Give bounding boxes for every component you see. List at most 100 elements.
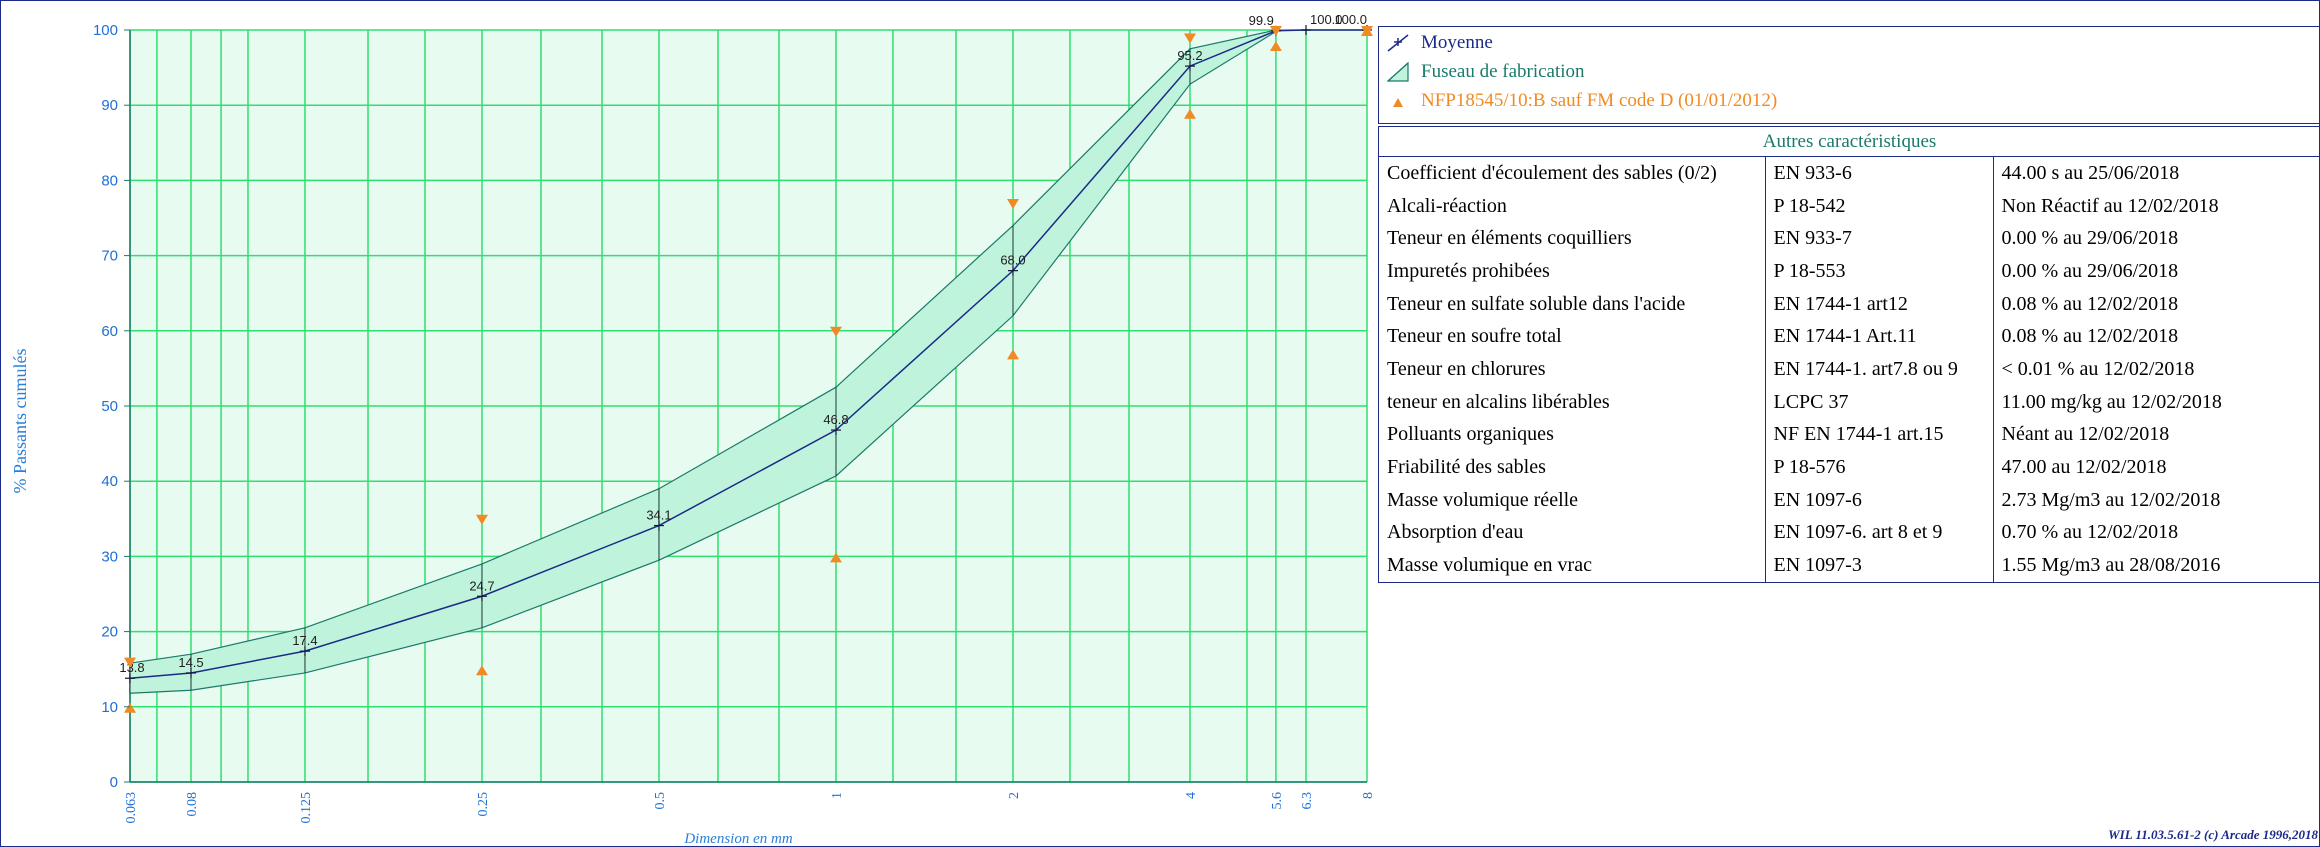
x-tick-label: 0.125 [299,792,314,824]
mean-data-label: 100.0 [1334,12,1367,27]
spec-upper-marker [1183,33,1196,44]
characteristic-name: Masse volumique réelle [1379,483,1766,517]
mean-data-label: 100.0 [1310,12,1343,27]
table-row: Teneur en sulfate soluble dans l'acide EN… [1379,287,2320,321]
legend-label-band: Fuseau de fabrication [1421,61,1585,82]
table-row: Friabilité des sables P 18-576 47.00 au 12… [1379,451,2320,484]
legend-label-mean: Moyenne [1421,32,1493,53]
test-standard: EN 1744-1 Art.11 [1765,320,1994,354]
spec-upper-marker [124,657,136,668]
triangle-marker-icon [1393,98,1403,107]
table-row: Impuretés prohibées P 18-553 0.00 % au 29/… [1379,255,2320,288]
mean-data-label: 24.7 [469,578,494,593]
test-standard: LCPC 37 [1765,385,1994,419]
table-row: Teneur en soufre total EN 1744-1 Art.11 0.… [1379,320,2320,354]
test-standard: EN 1097-6 [1765,483,1994,517]
legend: Moyenne Fuseau de fabrication NFP18545/1… [1378,26,2320,124]
test-standard: EN 1744-1. art7.8 ou 9 [1765,353,1994,386]
test-result: 47.00 au 12/02/2018 [2001,456,2167,479]
x-tick-label: 0.25 [476,792,491,817]
other-characteristics-table: Autres caractéristiques Coefficient d'éc… [1378,126,2320,583]
y-tick-label: 50 [101,398,118,415]
table-row: Teneur en éléments coquilliers EN 933-7 0.… [1379,222,2320,256]
table-row: Polluants organiques NF EN 1744-1 art.15 N… [1379,418,2320,452]
test-result: 1.55 Mg/m3 au 28/08/2016 [2001,554,2221,577]
band-area [130,30,1276,694]
characteristic-name: Impuretés prohibées [1379,255,1766,288]
y-tick-label: 90 [101,97,118,114]
mean-data-label: 13.8 [119,660,144,675]
table-row: teneur en alcalins libérables LCPC 37 11.0… [1379,385,2320,419]
mean-data-label: 34.1 [646,508,671,523]
y-tick-label: 40 [101,473,118,490]
test-standard: EN 1744-1 art12 [1765,287,1994,321]
x-tick-label: 2 [1007,792,1022,799]
test-result: < 0.01 % au 12/02/2018 [2001,357,2195,380]
mean-data-label: 68.0 [1000,253,1025,268]
characteristic-name: Coefficient d'écoulement des sables (0/2… [1379,157,1766,190]
test-standard: P 18-542 [1765,189,1994,223]
characteristic-name: Polluants organiques [1379,418,1766,452]
characteristic-name: Absorption d'eau [1379,516,1766,550]
spec-lower-marker [475,665,488,676]
test-standard: P 18-576 [1765,451,1994,484]
table-row: Masse volumique en vrac EN 1097-3 1.55 Mg/… [1379,549,2320,582]
x-tick-label: 0.5 [653,792,668,810]
test-standard: P 18-553 [1765,255,1994,288]
spec-lower-marker [124,702,136,713]
test-result: 11.00 mg/kg au 12/02/2018 [2001,390,2222,413]
y-tick-label: 20 [101,624,118,641]
mean-data-label: 14.5 [178,655,203,670]
test-standard: EN 1097-3 [1765,549,1994,582]
mean-data-label: 17.4 [292,633,317,648]
test-result: 0.70 % au 12/02/2018 [2001,521,2179,544]
y-tick-label: 100 [93,22,118,39]
x-tick-label: 8 [1361,792,1376,799]
y-tick-label: 70 [101,248,118,265]
spec-lower-marker [1006,349,1019,360]
test-result: Non Réactif au 12/02/2018 [2001,194,2219,217]
y-tick-label: 60 [101,323,118,340]
x-tick-label: 1 [830,792,845,799]
y-axis-title: % Passants cumulés [10,349,30,494]
spec-lower-marker [1361,26,1373,36]
x-tick-label: 5.6 [1270,792,1285,810]
footer-credit: WIL 11.03.5.61-2 (c) Arcade 1996,2018 [2108,827,2318,842]
y-tick-label: 0 [110,774,118,791]
spec-lower-marker [1269,41,1282,52]
mean-data-label: 95.2 [1177,48,1202,63]
characteristic-name: Teneur en éléments coquilliers [1379,222,1766,256]
characteristic-name: Teneur en sulfate soluble dans l'acide [1379,287,1766,321]
y-tick-label: 10 [101,699,118,716]
table-row: Teneur en chlorures EN 1744-1. art7.8 ou … [1379,353,2320,386]
characteristic-name: teneur en alcalins libérables [1379,385,1766,419]
test-standard: EN 933-6 [1765,157,1994,190]
mean-data-label: 99.9 [1249,13,1274,28]
spec-upper-marker [475,514,488,525]
band-icon [1387,62,1409,82]
spec-upper-marker [829,326,842,337]
spec-lower-marker [1183,108,1196,119]
table-row: Coefficient d'écoulement des sables (0/2… [1379,157,2320,190]
mean-data-label: 46.8 [823,412,848,427]
test-result: 2.73 Mg/m3 au 12/02/2018 [2001,488,2221,511]
table-row: Alcali-réaction P 18-542 Non Réactif au 12… [1379,189,2320,223]
table-title: Autres caractéristiques [1379,127,2320,157]
table-row: Absorption d'eau EN 1097-6. art 8 et 9 0.7… [1379,516,2320,550]
test-standard: EN 1097-6. art 8 et 9 [1765,516,1994,550]
grading-chart: 13.8 14.517.424.734.146.868.095.299.9 100.… [10,12,1376,847]
x-tick-label: 0.08 [185,792,200,817]
spec-upper-marker [1006,198,1019,209]
characteristic-name: Friabilité des sables [1379,451,1766,484]
y-tick-label: 30 [101,548,118,565]
characteristic-name: Teneur en soufre total [1379,320,1766,354]
x-tick-label: 4 [1184,792,1199,799]
x-tick-label: 6.3 [1300,792,1315,810]
test-result: 0.00 % au 29/06/2018 [2001,227,2179,250]
y-tick-label: 80 [101,172,118,189]
spec-upper-marker [1269,26,1282,36]
test-result: 0.00 % au 29/06/2018 [2001,259,2179,282]
test-result: Néant au 12/02/2018 [2001,423,2170,446]
legend-label-spec: NFP18545/10:B sauf FM code D (01/01/2012… [1421,90,1778,111]
characteristic-name: Alcali-réaction [1379,189,1766,223]
